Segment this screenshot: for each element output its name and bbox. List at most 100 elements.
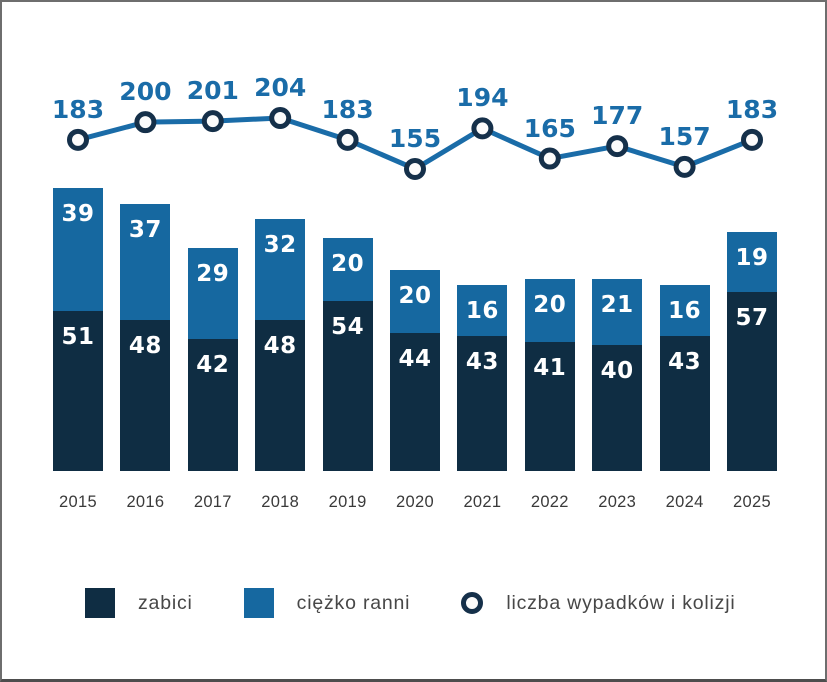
legend-open-circle-icon [461, 592, 484, 614]
bar-segment-zabici-2019: 54 [322, 301, 373, 471]
line-value-label-2024: 157 [658, 121, 711, 151]
bar-value-label: 41 [533, 355, 567, 382]
bar-segment-zabici-2022: 41 [524, 342, 575, 471]
legend-label-ciezko-ranni: ciężko ranni [296, 591, 411, 614]
line-value-label-2021: 194 [456, 83, 509, 113]
bar-2021: 16 43 [457, 285, 508, 471]
bar-2017: 29 42 [187, 247, 238, 471]
bar-value-label: 51 [61, 323, 95, 350]
bar-segment-zabici-2024: 43 [659, 335, 710, 471]
bar-value-label: 16 [668, 298, 702, 325]
bar-segment-ciezko-ranni-2022: 20 [524, 279, 575, 343]
year-label-2025: 2025 [733, 493, 771, 511]
bar-value-label: 29 [196, 260, 230, 287]
line-value-label-2018: 204 [254, 73, 307, 102]
bar-value-label: 20 [533, 292, 567, 319]
bar-segment-ciezko-ranni-2019: 20 [322, 238, 373, 302]
bar-value-label: 42 [196, 351, 230, 378]
bar-value-label: 19 [735, 245, 769, 272]
bar-value-label: 20 [398, 282, 432, 309]
bar-segment-ciezko-ranni-2016: 37 [120, 203, 171, 321]
bar-value-label: 39 [61, 201, 95, 227]
bar-segment-zabici-2018: 48 [255, 320, 306, 471]
line-marker-2018 [269, 107, 292, 129]
line-value-label-2023: 177 [591, 101, 644, 131]
bar-2016: 37 48 [120, 203, 171, 471]
bar-2024: 16 43 [659, 285, 710, 471]
line-marker-2020 [404, 157, 426, 180]
bar-segment-zabici-2021: 43 [457, 335, 508, 471]
year-label-2020: 2020 [396, 493, 434, 511]
legend-swatch-zabici [85, 588, 115, 618]
year-label-2019: 2019 [328, 493, 367, 511]
bar-segment-zabici-2025: 57 [727, 291, 777, 471]
bar-value-label: 43 [465, 348, 499, 375]
bar-value-label: 54 [331, 314, 365, 341]
legend: zabici ciężko ranni liczba wypadków i koli… [85, 588, 735, 618]
bar-segment-ciezko-ranni-2021: 16 [457, 285, 508, 336]
bar-2023: 21 40 [592, 279, 643, 471]
line-value-label-2020: 155 [388, 123, 442, 153]
line-marker-2021 [471, 117, 494, 140]
year-label-2015: 2015 [59, 493, 97, 511]
line-marker-2023 [606, 135, 629, 158]
line-value-label-2019: 183 [321, 94, 374, 124]
bar-value-label: 37 [128, 216, 162, 243]
bar-segment-zabici-2023: 40 [592, 345, 643, 471]
bar-segment-ciezko-ranni-2018: 32 [255, 219, 306, 321]
bar-segment-ciezko-ranni-2015: 39 [53, 188, 103, 311]
legend-item-ciezko-ranni: ciężko ranni [243, 588, 411, 618]
line-value-label-2022: 165 [523, 113, 576, 143]
legend-label-wypadki-kolizje: liczba wypadków i kolizji [506, 591, 736, 614]
bar-2015: 39 51 [53, 188, 103, 471]
bar-segment-ciezko-ranni-2025: 19 [727, 232, 777, 292]
bar-value-label: 40 [600, 358, 634, 385]
bar-segment-ciezko-ranni-2023: 21 [592, 279, 643, 346]
bar-value-label: 21 [600, 292, 634, 319]
line-value-label-2015: 183 [51, 94, 105, 124]
line-marker-2024 [673, 155, 696, 178]
year-label-2018: 2018 [261, 493, 300, 511]
bar-value-label: 20 [331, 251, 365, 278]
bar-value-label: 57 [735, 304, 769, 331]
legend-item-wypadki-kolizje: liczba wypadków i kolizji [461, 592, 735, 615]
bar-value-label: 43 [668, 348, 702, 375]
line-value-label-2017: 201 [186, 76, 239, 106]
legend-label-zabici: zabici [138, 591, 193, 614]
bar-segment-zabici-2020: 44 [390, 332, 440, 471]
bar-2022: 20 41 [524, 279, 575, 471]
legend-item-zabici: zabici [85, 588, 193, 618]
line-marker-2025 [741, 128, 763, 151]
bar-value-label: 16 [465, 298, 499, 325]
year-label-2023: 2023 [598, 493, 637, 511]
year-label-2017: 2017 [193, 493, 232, 511]
bar-2019: 20 54 [322, 238, 373, 471]
bar-value-label: 48 [263, 333, 297, 360]
legend-swatch-ciezko-ranni [243, 588, 274, 618]
bar-segment-ciezko-ranni-2020: 20 [390, 269, 440, 333]
line-marker-2022 [538, 147, 561, 170]
line-marker-2015 [67, 128, 89, 151]
year-label-2016: 2016 [126, 493, 165, 511]
year-label-2021: 2021 [463, 493, 502, 511]
line-marker-2017 [201, 110, 224, 133]
bar-segment-ciezko-ranni-2024: 16 [659, 285, 710, 336]
line-marker-2019 [336, 128, 359, 151]
bar-2018: 32 48 [255, 219, 306, 471]
line-value-label-2025: 183 [725, 94, 779, 124]
bar-segment-zabici-2017: 42 [187, 338, 238, 471]
bar-2025: 19 57 [727, 232, 777, 471]
bar-segment-zabici-2015: 51 [53, 310, 103, 471]
bar-value-label: 48 [128, 333, 162, 360]
bar-value-label: 32 [263, 232, 297, 259]
year-label-2022: 2022 [530, 493, 569, 511]
bar-segment-ciezko-ranni-2017: 29 [187, 247, 238, 339]
line-marker-2016 [134, 111, 157, 134]
bar-value-label: 44 [398, 345, 432, 372]
bar-segment-zabici-2016: 48 [120, 320, 171, 471]
bar-2020: 20 44 [390, 269, 440, 471]
year-label-2024: 2024 [665, 493, 704, 511]
